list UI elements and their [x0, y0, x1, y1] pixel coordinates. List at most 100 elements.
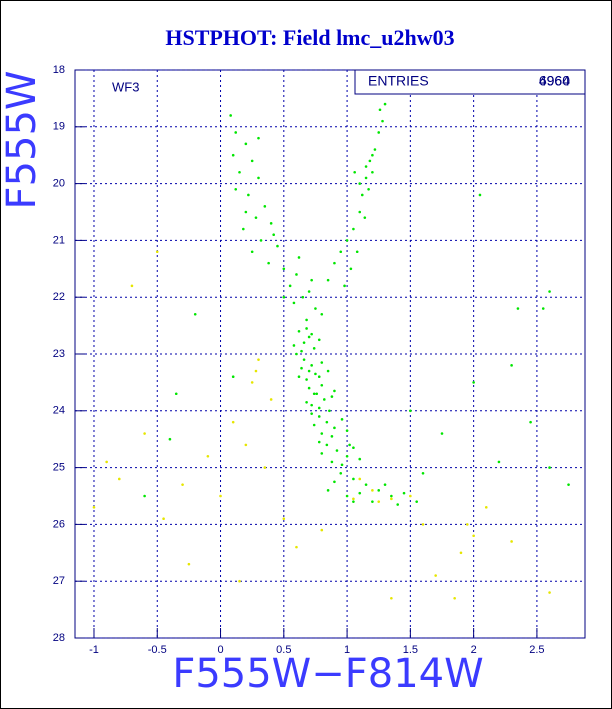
point: [364, 176, 368, 180]
point: [310, 332, 313, 336]
point: [353, 170, 356, 174]
y-tick-label: 21: [53, 234, 65, 246]
point: [339, 250, 343, 254]
point: [326, 489, 330, 492]
point: [234, 131, 238, 134]
point: [317, 375, 321, 379]
y-tick-label: 25: [53, 462, 65, 474]
point: [352, 227, 355, 231]
point: [348, 443, 351, 447]
point: [219, 494, 222, 498]
x-tick-label: 1: [344, 644, 350, 656]
point: [390, 494, 393, 498]
point: [377, 131, 381, 134]
point: [300, 366, 303, 370]
point: [459, 551, 463, 555]
point: [383, 102, 387, 106]
point: [307, 369, 311, 373]
point: [267, 261, 270, 265]
point: [206, 454, 210, 458]
point: [409, 494, 412, 498]
point: [378, 108, 382, 112]
point: [352, 477, 355, 481]
point: [352, 446, 355, 450]
point: [269, 222, 273, 225]
point: [231, 420, 235, 424]
point: [288, 284, 292, 288]
point: [478, 193, 482, 197]
point: [358, 477, 362, 481]
point: [484, 506, 488, 509]
point: [187, 562, 191, 566]
point: [257, 136, 260, 140]
y-tick-label: 19: [53, 121, 65, 133]
point: [371, 153, 374, 157]
point: [295, 273, 298, 276]
point: [250, 381, 254, 384]
point: [259, 239, 263, 242]
point: [310, 412, 313, 415]
y-tick-label: 28: [53, 632, 65, 644]
point: [307, 386, 311, 390]
point: [320, 383, 324, 387]
stats-label: ENTRIES: [368, 73, 429, 89]
point: [143, 494, 146, 498]
point: [330, 435, 334, 438]
point: [402, 491, 406, 495]
point: [250, 159, 254, 163]
point: [345, 239, 349, 242]
x-tick-label: 0.5: [276, 644, 291, 656]
y-tick-label: 24: [53, 405, 65, 417]
point: [155, 250, 159, 254]
point: [330, 395, 334, 398]
point: [325, 443, 329, 447]
point: [269, 398, 273, 401]
point: [257, 358, 260, 361]
point: [333, 261, 336, 265]
point: [320, 432, 324, 435]
point: [130, 284, 134, 288]
point: [317, 338, 321, 342]
point: [244, 443, 248, 447]
point: [234, 187, 238, 191]
point: [345, 494, 349, 498]
point: [314, 372, 317, 376]
point: [340, 418, 344, 421]
point: [105, 460, 108, 464]
point: [307, 290, 311, 293]
point: [548, 466, 551, 469]
point: [302, 358, 306, 361]
x-tick-label: 2.5: [529, 644, 544, 656]
point: [238, 579, 241, 583]
point: [466, 523, 469, 526]
point: [330, 460, 334, 464]
point: [409, 409, 412, 413]
point: [162, 517, 165, 521]
point: [453, 596, 456, 600]
x-tick-label: -1: [89, 644, 99, 656]
point: [326, 369, 330, 373]
point: [358, 457, 362, 461]
y-tick-label: 26: [53, 518, 65, 530]
point: [497, 460, 501, 464]
point: [229, 114, 232, 117]
point: [181, 483, 184, 486]
point: [295, 545, 298, 549]
chart-title: HSTPHOT: Field lmc_u2hw03: [165, 25, 454, 50]
y-tick-label: 27: [53, 575, 65, 587]
point: [242, 227, 245, 231]
point: [238, 170, 241, 174]
point: [355, 250, 359, 254]
point: [272, 233, 275, 237]
point: [364, 165, 368, 168]
point: [352, 500, 355, 503]
point: [254, 216, 258, 219]
point: [320, 528, 324, 532]
point: [323, 398, 326, 401]
y-tick-label: 23: [53, 348, 65, 360]
point: [254, 369, 258, 373]
point: [567, 483, 570, 486]
point: [305, 327, 308, 330]
point: [92, 506, 96, 509]
